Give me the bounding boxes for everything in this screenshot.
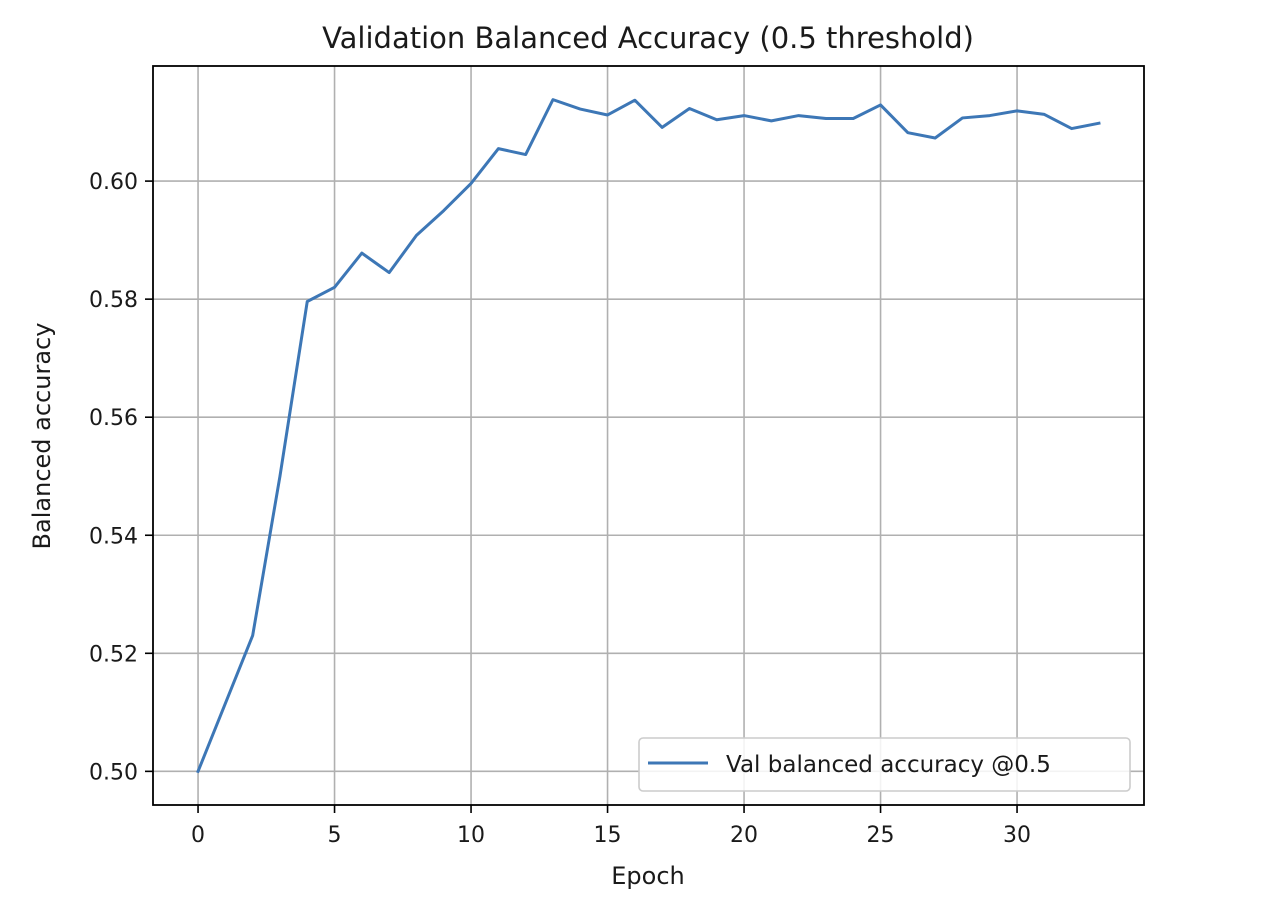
legend-box [638,737,1131,792]
chart-title: Validation Balanced Accuracy (0.5 thresh… [322,21,974,55]
series-lines [196,98,1101,774]
y-axis-label: Balanced accuracy [28,323,56,550]
plot-frame [152,65,1145,806]
series-line [196,98,1101,774]
y-tick-label: 0.58 [89,288,138,313]
y-tick-label: 0.56 [89,406,138,431]
x-tick-label: 10 [457,823,485,848]
axis-ticks: 0 5 10 15 20 25 30 0.50 0.52 0.54 0.56 0.58 0.60 [89,170,1031,848]
grid-lines [153,66,1144,805]
y-tick-label: 0.52 [89,642,138,667]
x-axis-label: Epoch [611,862,685,890]
x-tick-label: 15 [594,823,622,848]
y-tick-label: 0.50 [89,760,138,785]
y-tick-label: 0.60 [89,170,138,195]
x-tick-label: 5 [328,823,342,848]
x-tick-label: 0 [191,823,205,848]
x-tick-label: 20 [730,823,758,848]
y-tick-label: 0.54 [89,524,138,549]
x-tick-label: 30 [1003,823,1031,848]
legend: Val balanced accuracy @0.5 [638,737,1131,792]
legend-entry-label: Val balanced accuracy @0.5 [726,752,1051,778]
x-tick-label: 25 [867,823,895,848]
